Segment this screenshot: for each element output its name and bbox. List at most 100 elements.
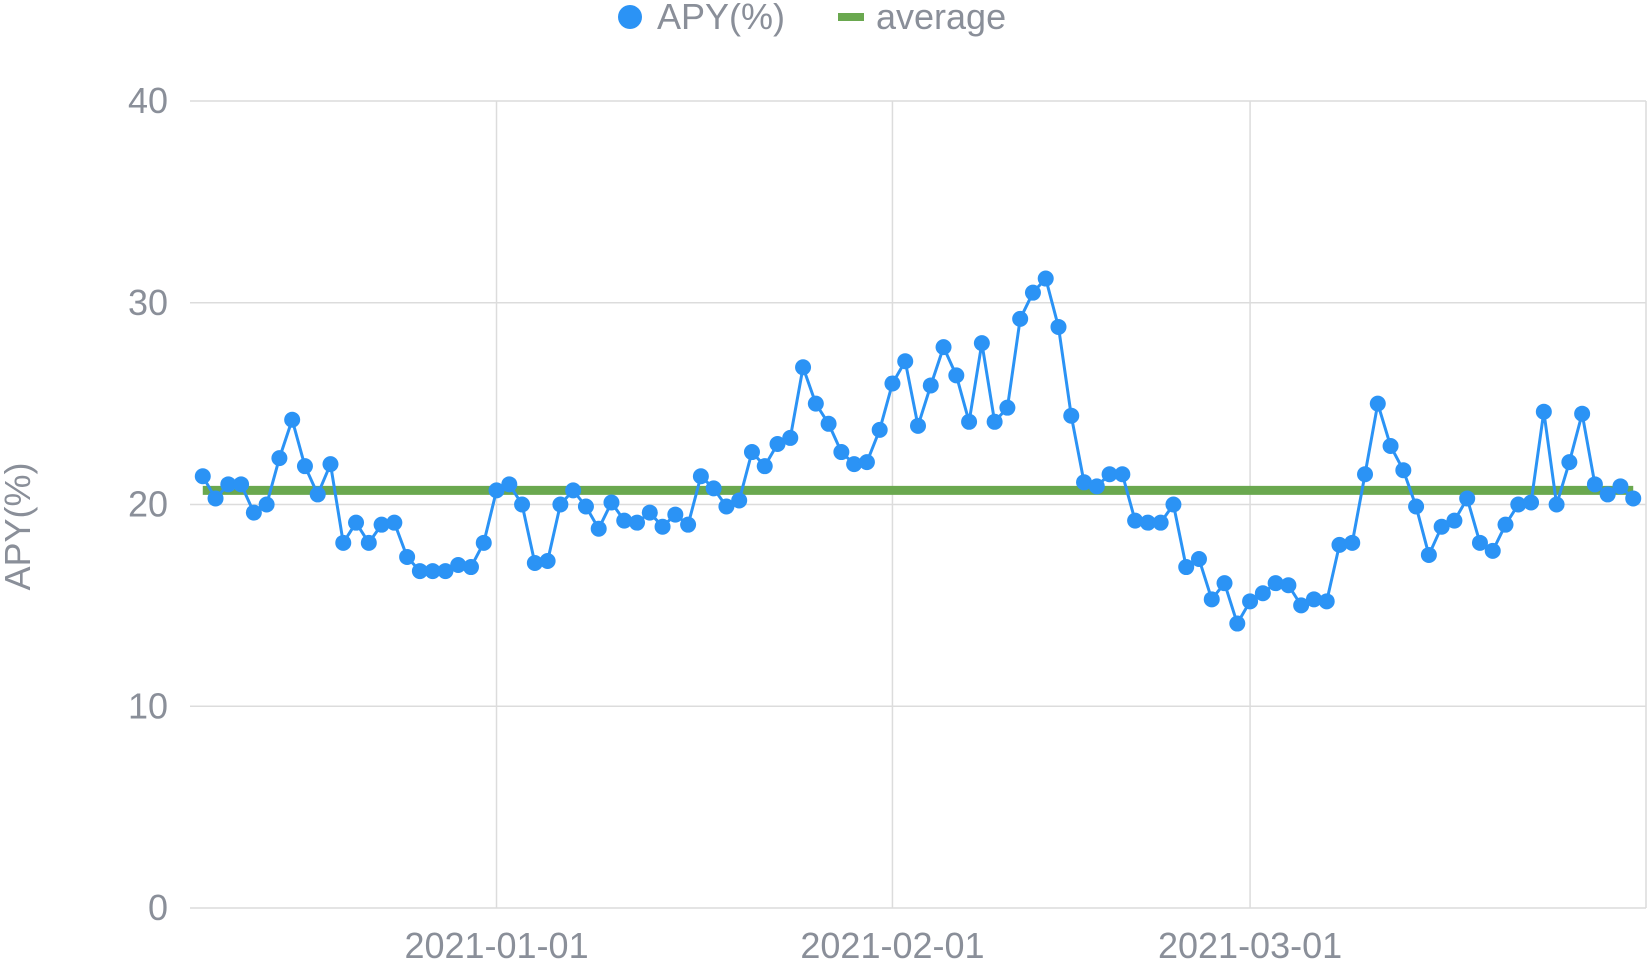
apy-data-point xyxy=(718,498,735,515)
y-tick-label: 40 xyxy=(128,80,168,121)
apy-data-point xyxy=(1548,496,1565,513)
apy-data-point xyxy=(271,450,288,467)
apy-data-point xyxy=(1408,498,1425,515)
apy-data-point xyxy=(1484,542,1501,559)
apy-data-point xyxy=(922,377,939,394)
apy-data-point xyxy=(488,482,505,499)
apy-data-point xyxy=(462,559,479,576)
apy-data-point xyxy=(220,476,237,493)
apy-data-point xyxy=(565,482,582,499)
apy-data-point xyxy=(284,411,301,428)
apy-data-point xyxy=(1471,534,1488,551)
apy-data-point xyxy=(1599,486,1616,503)
apy-data-point xyxy=(1523,494,1540,511)
apy-data-point xyxy=(386,514,403,531)
apy-data-point xyxy=(935,339,952,356)
apy-data-point xyxy=(577,498,594,515)
apy-data-point xyxy=(1267,575,1284,592)
apy-data-point xyxy=(795,359,812,376)
apy-data-point xyxy=(961,413,978,430)
apy-data-point xyxy=(514,496,531,513)
apy-data-point xyxy=(833,444,850,461)
apy-data-point xyxy=(769,435,786,452)
apy-data-point xyxy=(1586,476,1603,493)
apy-data-point xyxy=(1203,591,1220,608)
apy-data-point xyxy=(820,415,837,432)
apy-data-point xyxy=(1574,405,1591,422)
legend-average-marker xyxy=(838,13,864,21)
apy-data-point xyxy=(1395,462,1412,479)
apy-data-point xyxy=(1331,536,1348,553)
apy-data-point xyxy=(1420,546,1437,563)
y-tick-label: 30 xyxy=(128,282,168,323)
apy-data-point xyxy=(501,476,518,493)
apy-data-point xyxy=(1254,585,1271,602)
apy-data-point xyxy=(1229,615,1246,632)
apy-data-point xyxy=(1127,512,1144,529)
apy-data-point xyxy=(1382,437,1399,454)
apy-data-point xyxy=(756,458,773,475)
apy-data-point xyxy=(373,516,390,533)
apy-data-point xyxy=(1190,550,1207,567)
apy-data-point xyxy=(1037,270,1054,287)
y-tick-label: 10 xyxy=(128,685,168,726)
axes: 0 10 20 30 40 2021-01-01 2021-02-01 2021-03-01 A… xyxy=(0,80,1342,966)
apy-data-point xyxy=(1510,496,1527,513)
apy-data-point xyxy=(335,534,352,551)
legend-average-label: average xyxy=(876,0,1006,37)
apy-data-point xyxy=(731,492,748,509)
apy-data-point xyxy=(450,557,467,574)
apy-data-point xyxy=(437,563,454,580)
apy-data-point xyxy=(629,514,646,531)
apy-data-point xyxy=(999,399,1016,416)
apy-data-point xyxy=(782,429,799,446)
apy-data-point xyxy=(641,504,658,521)
apy-data-point xyxy=(1076,474,1093,491)
x-tick-label: 2021-02-01 xyxy=(800,925,984,966)
apy-data-point xyxy=(692,468,709,485)
apy-data-point xyxy=(1178,559,1195,576)
apy-data-point xyxy=(1369,395,1386,412)
apy-data-point xyxy=(590,520,607,537)
apy-data-point xyxy=(411,563,428,580)
apy-data-point xyxy=(360,534,377,551)
apy-data-point xyxy=(348,514,365,531)
apy-data-point xyxy=(680,516,697,533)
apy-data-point xyxy=(1612,478,1629,495)
apy-data-point xyxy=(1561,454,1578,471)
apy-data-point xyxy=(1497,516,1514,533)
apy-data-point xyxy=(705,480,722,497)
apy-data-point xyxy=(258,496,275,513)
apy-data-point xyxy=(309,486,326,503)
apy-data-point xyxy=(1012,310,1029,327)
apy-data-point xyxy=(296,458,313,475)
apy-data-point xyxy=(233,476,250,493)
apy-data-point xyxy=(424,563,441,580)
apy-data-point xyxy=(1357,466,1374,483)
apy-data-point xyxy=(654,518,671,535)
y-tick-label: 0 xyxy=(148,887,168,928)
apy-data-point xyxy=(1050,318,1067,335)
x-tick-label: 2021-03-01 xyxy=(1158,925,1342,966)
apy-data-point xyxy=(322,456,339,473)
legend-apy-marker xyxy=(618,5,642,29)
apy-data-point xyxy=(1063,407,1080,424)
y-axis-title: APY(%) xyxy=(0,462,38,590)
apy-data-point xyxy=(1114,466,1131,483)
apy-data-point xyxy=(1318,593,1335,610)
apy-data-point xyxy=(858,454,875,471)
apy-data-point xyxy=(1625,490,1642,507)
apy-data-point xyxy=(1344,534,1361,551)
apy-data-point xyxy=(539,552,556,569)
apy-data-point xyxy=(1165,496,1182,513)
apy-data-point xyxy=(245,504,262,521)
legend-apy-label: APY(%) xyxy=(657,0,785,37)
apy-data-point xyxy=(1152,514,1169,531)
apy-data-point xyxy=(1088,478,1105,495)
apy-data-point xyxy=(207,490,224,507)
series-layer xyxy=(194,270,1642,632)
apy-data-point xyxy=(1280,577,1297,594)
apy-data-point xyxy=(1139,514,1156,531)
